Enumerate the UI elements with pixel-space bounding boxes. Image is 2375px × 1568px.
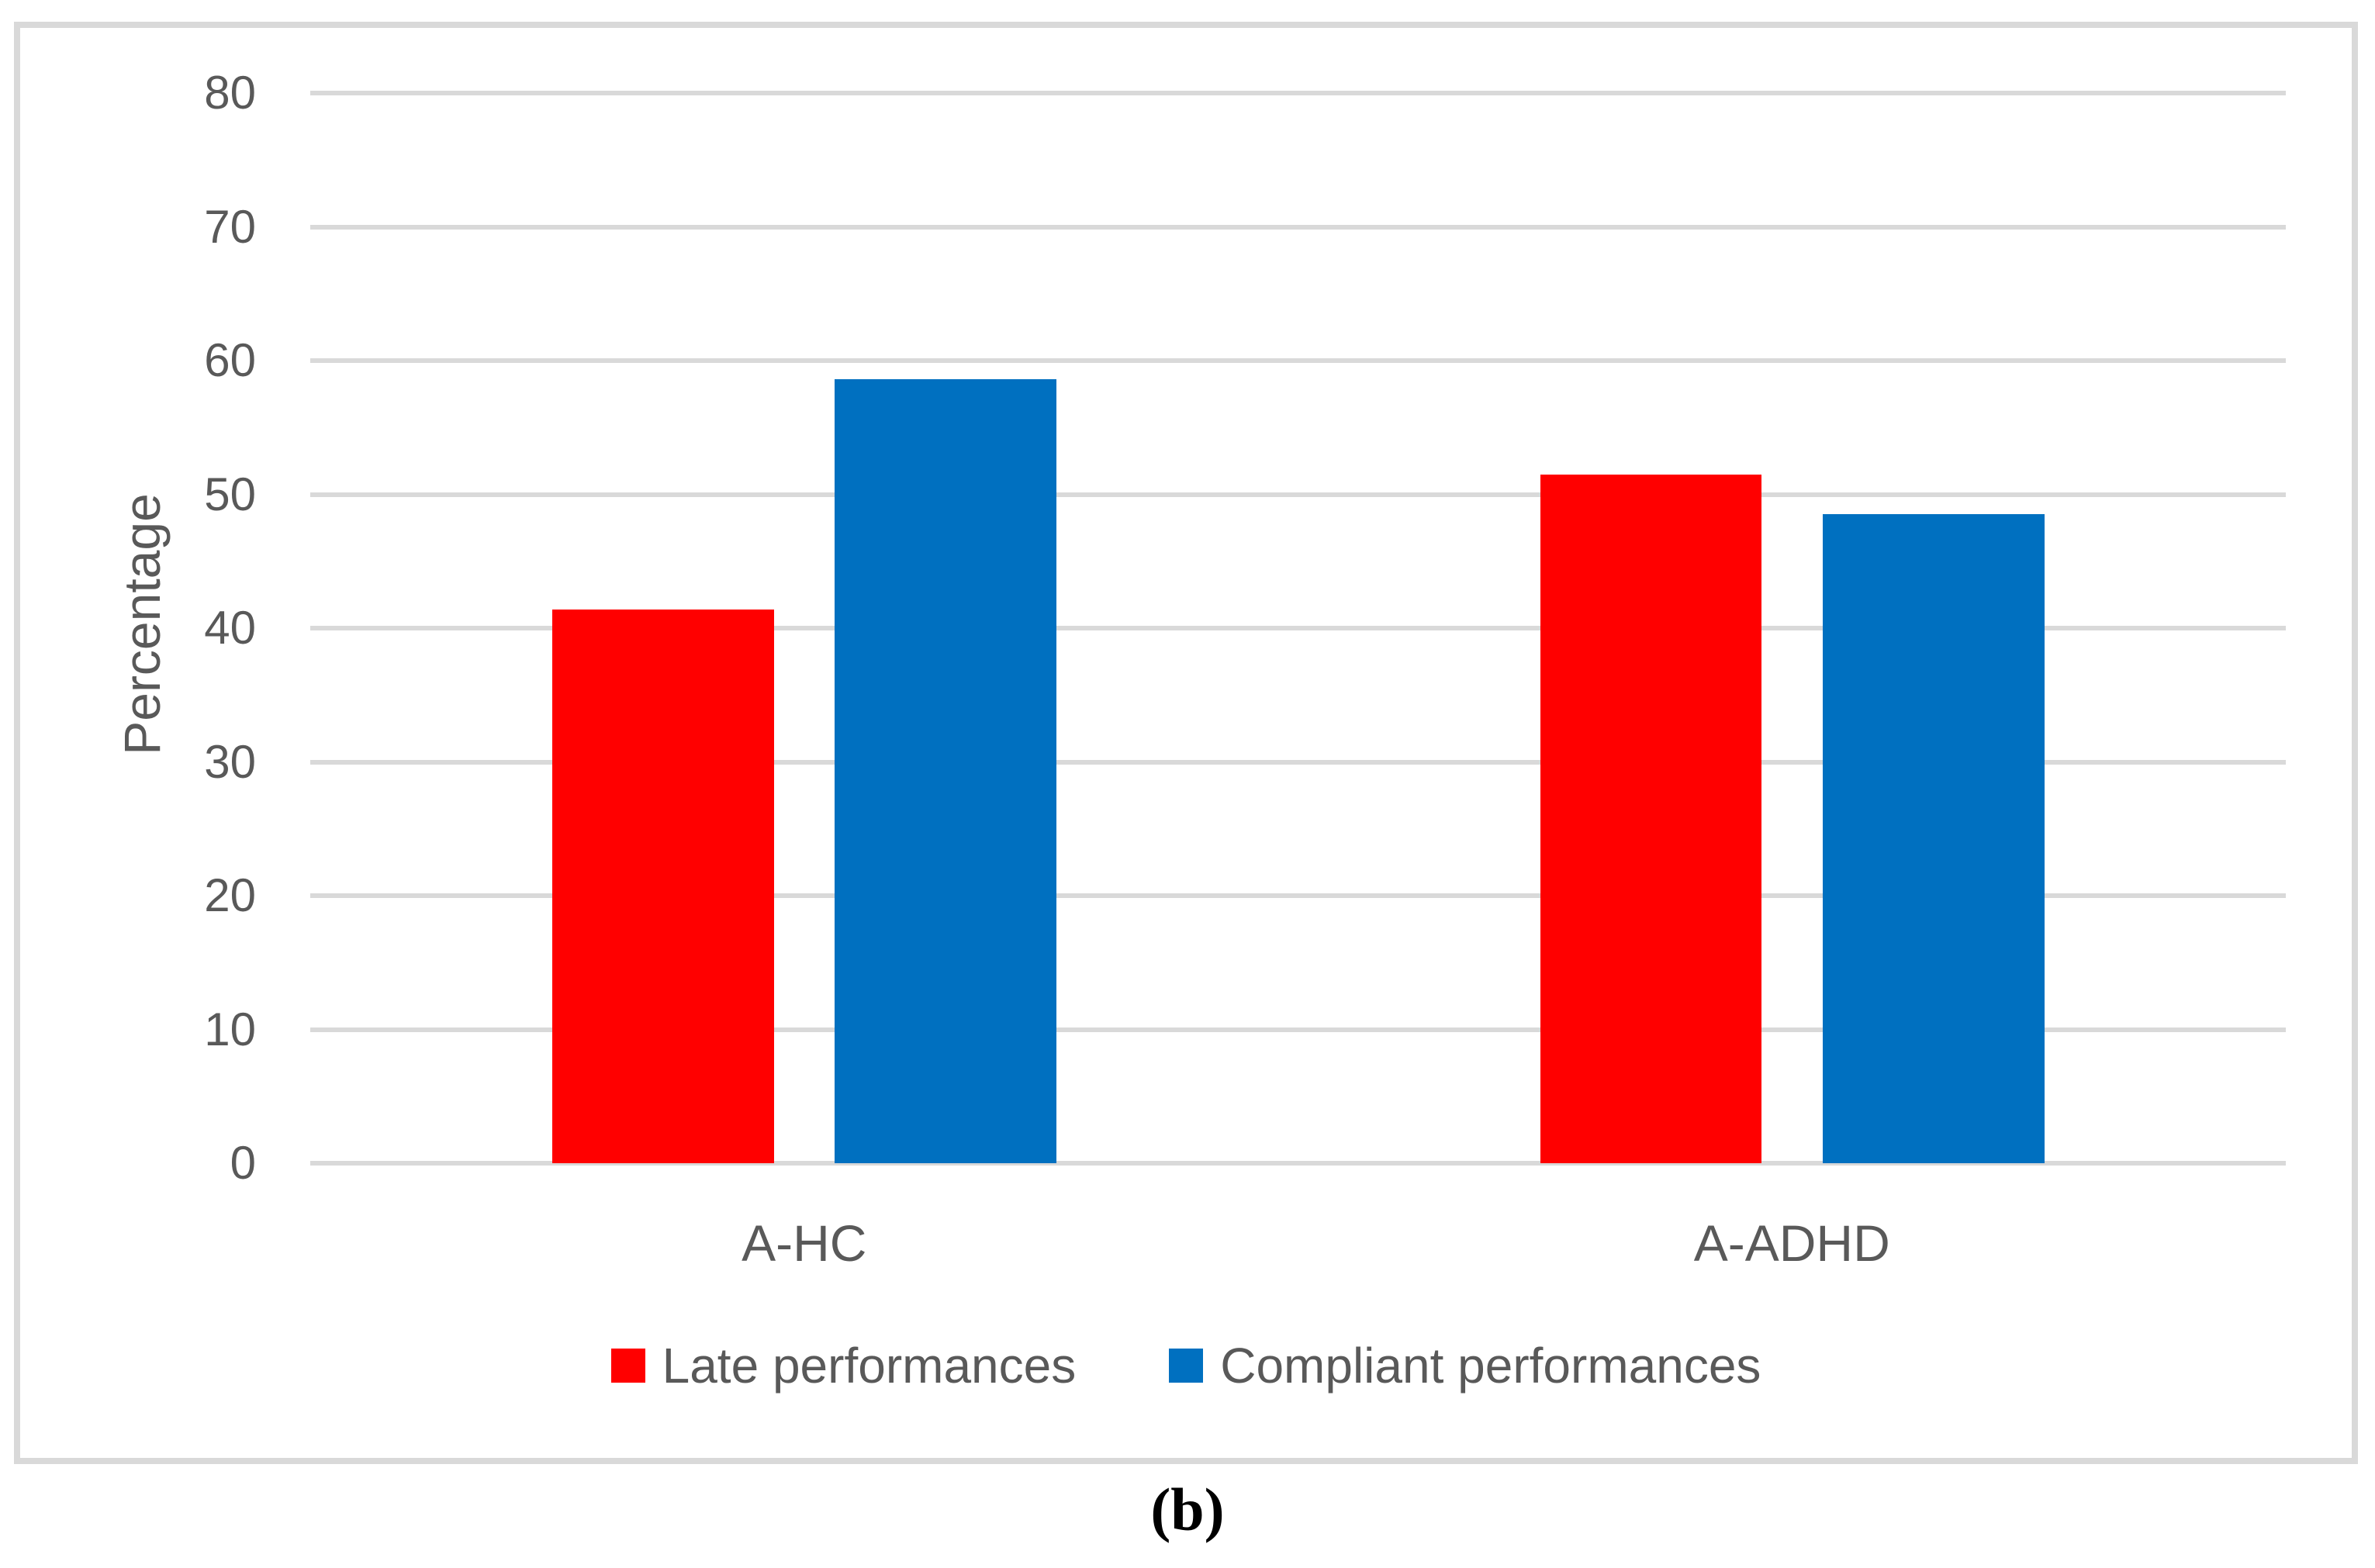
y-tick-label-40: 40 bbox=[204, 602, 256, 654]
bar-compliant-performances-a-hc bbox=[835, 379, 1057, 1163]
legend: Late performances Compliant performances bbox=[20, 1337, 2352, 1394]
gridline-60 bbox=[310, 358, 2286, 363]
y-tick-label-20: 20 bbox=[204, 869, 256, 921]
gridline-30 bbox=[310, 759, 2286, 765]
bar-group-a-adhd bbox=[1298, 93, 2287, 1163]
bar-late-performances-a-adhd bbox=[1540, 474, 1762, 1163]
legend-swatch-icon bbox=[610, 1349, 645, 1383]
gridline-10 bbox=[310, 1027, 2286, 1032]
chart-frame: 0 10 20 30 40 50 60 70 80 Percentage A-HC A-ADHD … bbox=[14, 22, 2358, 1464]
bar-group-a-hc bbox=[310, 93, 1298, 1163]
y-axis-title: Percentage bbox=[113, 493, 171, 755]
gridline-50 bbox=[310, 492, 2286, 497]
bar-compliant-performances-a-adhd bbox=[1822, 514, 2045, 1163]
legend-item-late-performances: Late performances bbox=[610, 1337, 1077, 1394]
figure-caption: (b) bbox=[1150, 1476, 1225, 1543]
x-axis-label-a-hc: A-HC bbox=[742, 1214, 867, 1272]
y-tick-label-0: 0 bbox=[230, 1137, 256, 1189]
gridline-80 bbox=[310, 91, 2286, 95]
x-axis-labels: A-HC A-ADHD bbox=[310, 1210, 2286, 1276]
legend-label: Compliant performances bbox=[1220, 1338, 1761, 1394]
gridline-20 bbox=[310, 893, 2286, 898]
y-tick-label-70: 70 bbox=[204, 200, 256, 253]
x-axis-label-a-adhd: A-ADHD bbox=[1693, 1214, 1890, 1272]
y-axis-ticks: 0 10 20 30 40 50 60 70 80 bbox=[20, 70, 256, 1186]
legend-item-compliant-performances: Compliant performances bbox=[1169, 1337, 1761, 1394]
legend-label: Late performances bbox=[662, 1338, 1077, 1394]
bar-late-performances-a-hc bbox=[552, 609, 774, 1163]
legend-swatch-icon bbox=[1169, 1349, 1204, 1383]
y-tick-label-60: 60 bbox=[204, 334, 256, 386]
y-tick-label-50: 50 bbox=[204, 468, 256, 520]
y-tick-label-30: 30 bbox=[204, 735, 256, 788]
y-tick-label-80: 80 bbox=[204, 67, 256, 119]
y-tick-label-10: 10 bbox=[204, 1003, 256, 1055]
gridline-0 bbox=[310, 1161, 2286, 1166]
gridline-70 bbox=[310, 224, 2286, 230]
plot-area bbox=[310, 91, 2287, 1166]
gridline-40 bbox=[310, 626, 2286, 630]
